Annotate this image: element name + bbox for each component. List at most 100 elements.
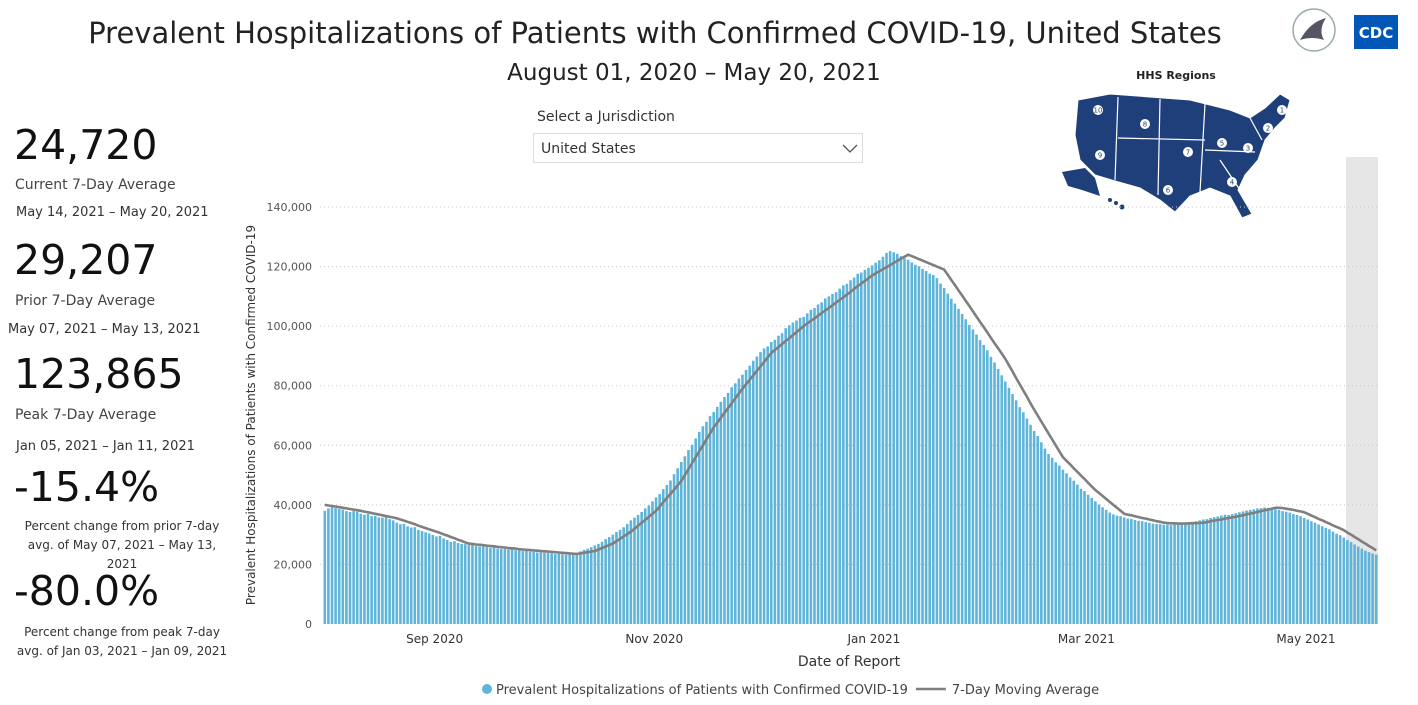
bar xyxy=(510,549,514,624)
bar xyxy=(823,298,827,624)
bar xyxy=(914,264,917,624)
stat-label: Current 7-Day Average xyxy=(15,177,176,193)
bar xyxy=(1068,477,1072,624)
stat-range: May 14, 2021 – May 20, 2021 xyxy=(16,205,209,220)
bar xyxy=(852,277,856,624)
bar xyxy=(1083,491,1086,624)
title: Prevalent Hospitalizations of Patients w… xyxy=(88,16,1222,50)
bar xyxy=(1209,517,1212,624)
bar xyxy=(1094,501,1097,624)
bar xyxy=(831,293,834,624)
region-number: 8 xyxy=(1143,121,1147,129)
bar xyxy=(687,450,690,624)
bar xyxy=(1212,517,1216,624)
bar xyxy=(878,260,881,624)
bar xyxy=(1277,509,1281,624)
bar xyxy=(1328,529,1331,624)
bar xyxy=(1274,509,1277,624)
bar xyxy=(665,484,669,624)
region-marker xyxy=(1140,119,1150,129)
bar xyxy=(1032,430,1036,624)
bar xyxy=(726,392,730,624)
bar xyxy=(442,538,445,624)
bar xyxy=(906,259,910,624)
bar xyxy=(953,303,957,624)
bar xyxy=(1097,504,1101,624)
bar xyxy=(896,253,899,625)
bar xyxy=(820,302,823,624)
bar xyxy=(1364,550,1367,624)
bar xyxy=(420,531,424,624)
y-tick-label: 0 xyxy=(305,618,312,631)
bar xyxy=(543,552,546,624)
bar xyxy=(507,549,510,624)
region-number: 5 xyxy=(1220,140,1224,148)
bar xyxy=(384,517,388,624)
region-marker xyxy=(1163,185,1173,195)
bar xyxy=(377,517,381,624)
bar xyxy=(1025,418,1029,624)
bar xyxy=(539,552,543,624)
bar xyxy=(932,274,935,624)
bar xyxy=(557,553,561,624)
bar xyxy=(546,553,550,624)
jurisdiction-dropdown[interactable]: United States xyxy=(533,133,863,163)
bar xyxy=(719,401,723,624)
bar xyxy=(618,529,622,624)
bar xyxy=(737,378,741,624)
bar xyxy=(690,444,694,624)
bar xyxy=(860,272,863,624)
bar xyxy=(870,265,874,624)
bar xyxy=(1374,554,1378,624)
region-number: 1 xyxy=(1280,107,1284,115)
region-number: 2 xyxy=(1266,125,1270,133)
bar xyxy=(1310,521,1313,624)
bar xyxy=(625,523,629,624)
bar xyxy=(334,508,337,624)
bar xyxy=(1173,524,1176,624)
bar xyxy=(935,278,939,624)
bar xyxy=(1295,514,1299,624)
bar xyxy=(838,288,841,624)
dropdown-value: United States xyxy=(541,141,636,157)
bar xyxy=(881,256,885,624)
bar xyxy=(1158,524,1162,624)
bar xyxy=(1281,511,1284,624)
bar xyxy=(1079,488,1083,624)
cdc-logo xyxy=(1354,15,1398,49)
bar xyxy=(456,542,460,624)
bar xyxy=(942,288,946,624)
bar xyxy=(917,266,921,624)
bar xyxy=(676,468,679,624)
bar xyxy=(1245,510,1248,624)
bar xyxy=(1371,553,1374,624)
bar xyxy=(1086,494,1090,624)
region-number: 10 xyxy=(1094,107,1103,115)
bar xyxy=(964,319,968,624)
bar xyxy=(611,534,615,624)
bar xyxy=(654,497,658,624)
bar xyxy=(330,507,334,624)
bar xyxy=(622,527,625,624)
bar xyxy=(600,541,604,624)
hhs-logo xyxy=(1292,8,1336,52)
region-number: 9 xyxy=(1098,152,1102,160)
bar xyxy=(1115,515,1119,624)
bar xyxy=(669,480,672,624)
stat-range: Jan 05, 2021 – Jan 11, 2021 xyxy=(16,439,195,454)
bar xyxy=(521,551,525,624)
bar xyxy=(946,293,950,624)
bar xyxy=(550,553,553,624)
region-number: 7 xyxy=(1186,149,1190,157)
dropdown-label: Select a Jurisdiction xyxy=(537,109,675,125)
bar xyxy=(1220,515,1223,624)
bar xyxy=(1022,412,1025,624)
bar xyxy=(1090,498,1094,624)
bar xyxy=(1202,519,1205,624)
stat-value: 29,207 xyxy=(14,236,158,284)
bar xyxy=(399,524,402,624)
bar xyxy=(633,517,636,624)
bar xyxy=(708,416,712,624)
bar xyxy=(1140,521,1144,624)
